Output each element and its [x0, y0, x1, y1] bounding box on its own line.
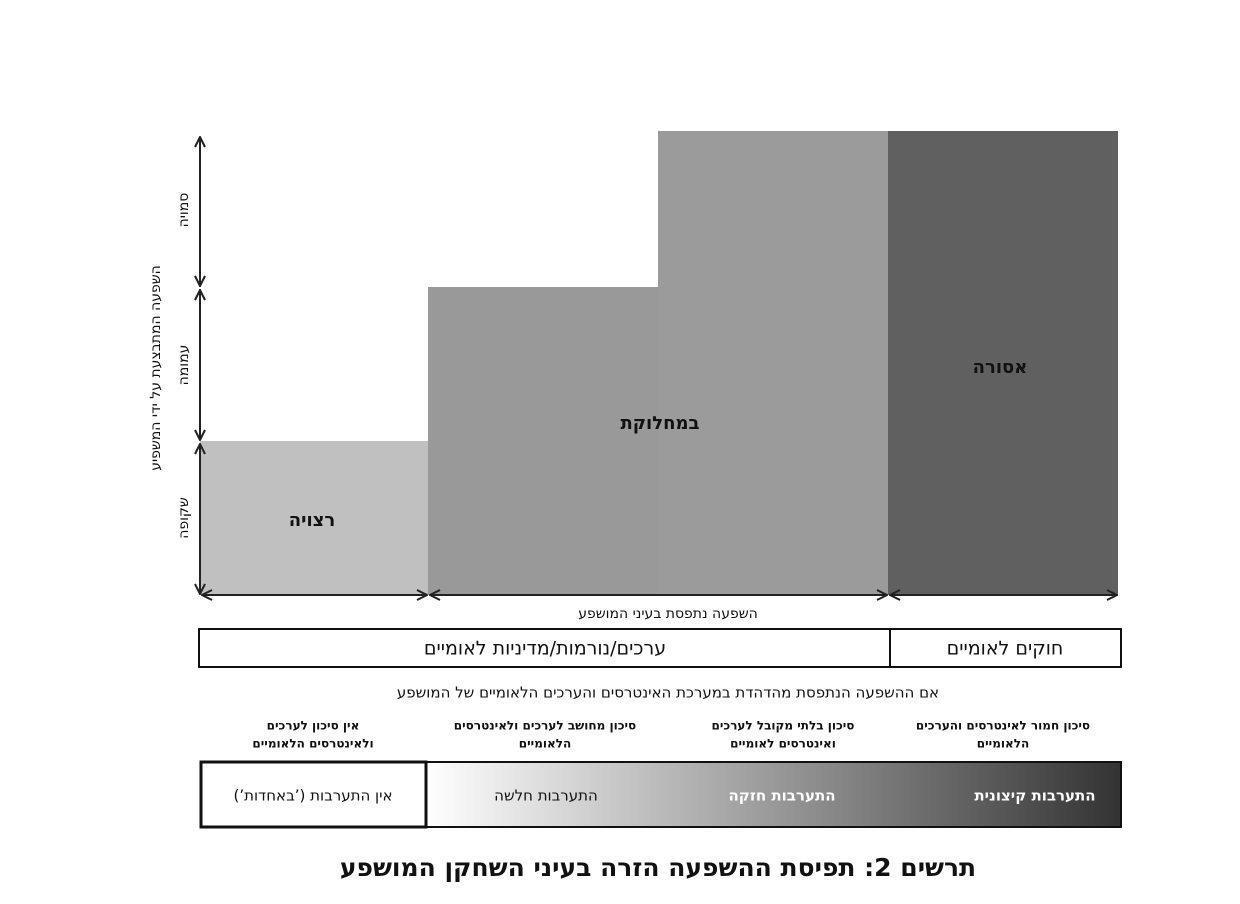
y-axis-title: השפעה המתבצעת על ידי המשפיע: [148, 265, 164, 471]
block-disputed-1: [428, 287, 658, 595]
intervention-label: אין התערבות (’באחדות’): [233, 787, 392, 805]
category-box: [889, 628, 1122, 668]
block-label: במחלוקת: [621, 413, 700, 434]
risk-line: סיכון בלתי מקובל לערכים: [712, 719, 855, 733]
risk-line: סיכון מחושב לערכים ולאינטרסים: [454, 719, 636, 733]
y-level: עמומה: [176, 345, 192, 386]
block-desired: [200, 441, 428, 595]
risk-line: ואינטרסים לאומיים: [730, 737, 836, 751]
intervention-label: התערבות קיצונית: [974, 787, 1095, 805]
x-axis-label: השפעה נתפסת בעיני המושפע: [578, 606, 758, 622]
risk-line: אין סיכון לערכים: [267, 719, 360, 733]
caption: תרשים 2: תפיסת ההשפעה הזרה בעיני השחקן ה…: [340, 853, 976, 882]
condition: אם ההשפעה הנתפסת מהדהדת במערכת האינטרסים…: [397, 684, 939, 702]
intervention-label: התערבות חלשה: [494, 787, 598, 805]
risks: סיכון חמור לאינטרסים והערכים הלאומיים סי…: [252, 719, 1090, 751]
category-box: [198, 628, 891, 668]
intervention-label: התערבות חזקה: [729, 787, 836, 805]
block-disputed-2: [658, 131, 888, 595]
block-forbidden: [888, 131, 1118, 595]
risk-line: ולאינטרסים הלאומיים: [252, 737, 373, 751]
category-label: חוקים לאומיים: [947, 638, 1064, 660]
risk-line: הלאומיים: [519, 737, 571, 751]
y-level: סמויה: [176, 193, 192, 228]
block-label: רצויה: [289, 510, 335, 531]
block-label: אסורה: [973, 357, 1028, 378]
no-intervention-box: [199, 760, 428, 829]
risk-line: סיכון חמור לאינטרסים והערכים: [916, 719, 1090, 733]
risk-line: הלאומיים: [977, 737, 1029, 751]
category-label: ערכים/נורמות/מדיניות לאומיים: [424, 638, 666, 660]
intervention-gradient: [425, 761, 1122, 828]
y-level: שקופה: [176, 497, 192, 539]
